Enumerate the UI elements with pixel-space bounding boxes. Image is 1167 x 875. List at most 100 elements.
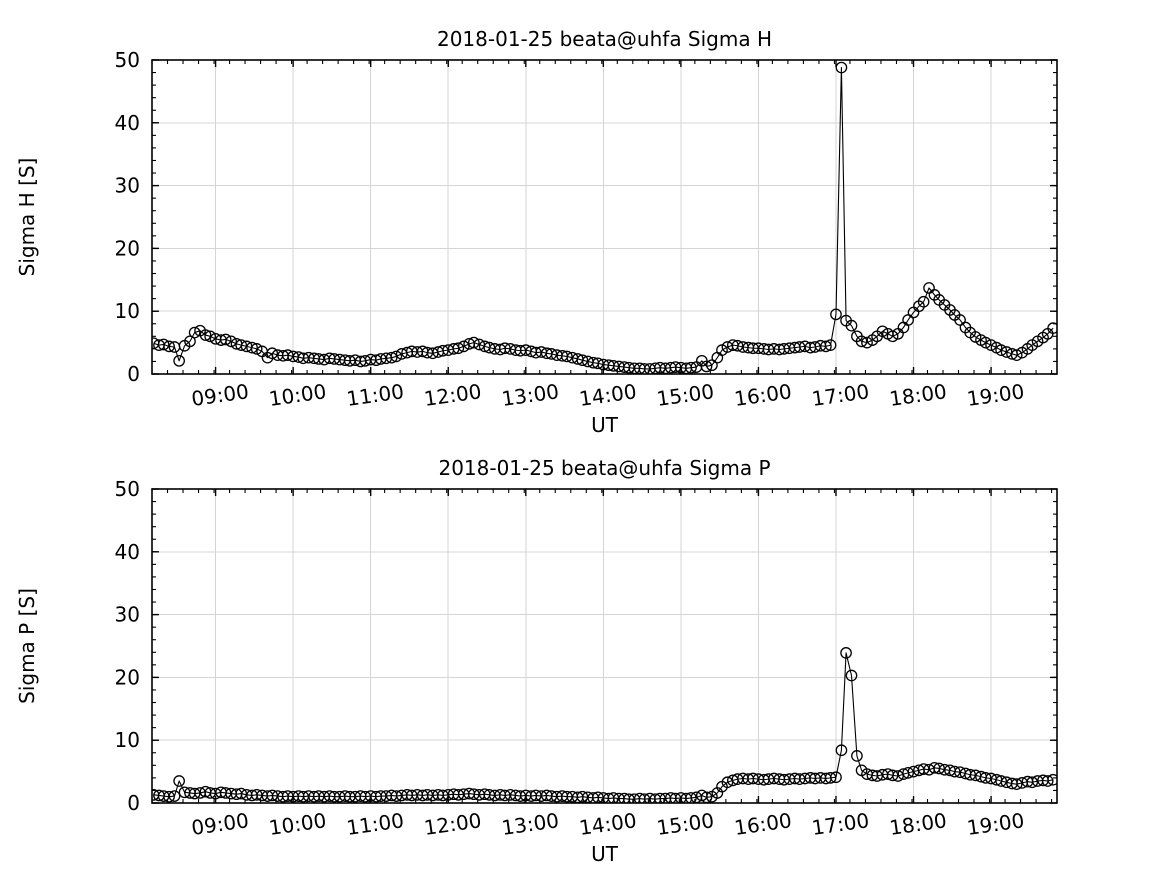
- x-tick-label: 13:00: [500, 808, 560, 840]
- data-point-marker[interactable]: [995, 775, 1008, 787]
- data-point-marker[interactable]: [188, 787, 201, 800]
- data-series-group: [152, 61, 1058, 374]
- data-point-marker[interactable]: [835, 61, 848, 74]
- x-tick-label: 11:00: [345, 379, 405, 411]
- data-point-marker[interactable]: [1041, 775, 1054, 787]
- data-point-marker[interactable]: [545, 348, 558, 360]
- x-tick-label: 12:00: [423, 808, 483, 840]
- data-point-marker[interactable]: [840, 647, 852, 659]
- data-point-marker[interactable]: [219, 333, 232, 346]
- x-tick-label: 10:00: [267, 808, 327, 840]
- x-tick-label: 09:00: [190, 808, 250, 840]
- y-tick-label: 0: [127, 362, 140, 386]
- data-point-marker[interactable]: [483, 341, 496, 354]
- data-point-marker[interactable]: [902, 314, 914, 326]
- x-axis-label: UT: [591, 413, 619, 437]
- data-point-marker[interactable]: [1047, 322, 1058, 335]
- data-point-marker[interactable]: [199, 329, 212, 341]
- x-tick-label: 15:00: [655, 379, 715, 411]
- y-tick-label: 40: [115, 540, 140, 564]
- data-point-marker[interactable]: [835, 744, 848, 757]
- data-point-marker[interactable]: [168, 790, 181, 802]
- data-point-marker[interactable]: [979, 772, 992, 784]
- data-point-marker[interactable]: [173, 775, 185, 787]
- data-point-marker[interactable]: [700, 360, 713, 373]
- data-point-marker[interactable]: [184, 335, 196, 348]
- data-point-marker[interactable]: [845, 669, 858, 682]
- data-point-marker[interactable]: [204, 330, 217, 343]
- data-point-marker[interactable]: [995, 344, 1008, 356]
- data-point-marker[interactable]: [824, 339, 837, 351]
- y-tick-label: 50: [115, 477, 140, 501]
- data-point-marker[interactable]: [188, 326, 201, 339]
- data-point-marker[interactable]: [933, 762, 945, 775]
- y-tick-label: 10: [115, 299, 140, 323]
- sigma-h-plot[interactable]: 2018-01-25 beata@uhfa Sigma H 0 10 20 30 40 50…: [0, 8, 1167, 438]
- x-tick-label: 17:00: [810, 808, 870, 840]
- data-point-marker[interactable]: [225, 335, 237, 348]
- data-point-marker[interactable]: [861, 336, 873, 349]
- data-point-marker[interactable]: [979, 336, 992, 349]
- x-tick-label: 18:00: [888, 379, 948, 411]
- x-tick-label: 09:00: [190, 379, 250, 411]
- data-point-marker[interactable]: [281, 349, 294, 362]
- x-tick-label: 13:00: [500, 379, 560, 411]
- data-point-marker[interactable]: [457, 340, 470, 353]
- data-point-marker[interactable]: [1026, 776, 1039, 789]
- data-point-marker[interactable]: [824, 772, 837, 784]
- y-tick-label: 40: [115, 111, 140, 135]
- data-point-marker[interactable]: [235, 339, 248, 351]
- data-point-marker[interactable]: [498, 342, 511, 355]
- data-point-marker[interactable]: [250, 343, 263, 355]
- data-point-marker[interactable]: [954, 314, 966, 326]
- data-point-marker[interactable]: [452, 342, 465, 355]
- data-point-marker[interactable]: [1010, 778, 1023, 791]
- axes-frame: [151, 488, 1058, 804]
- data-point-marker[interactable]: [266, 347, 279, 360]
- data-point-marker[interactable]: [157, 338, 170, 351]
- data-point-marker[interactable]: [851, 750, 863, 762]
- data-point-marker[interactable]: [1010, 349, 1023, 362]
- data-point-marker[interactable]: [246, 341, 258, 354]
- data-point-marker[interactable]: [830, 308, 842, 321]
- data-point-marker[interactable]: [985, 339, 997, 351]
- data-point-marker[interactable]: [876, 325, 889, 338]
- data-point-marker[interactable]: [173, 354, 185, 367]
- data-point-marker[interactable]: [390, 350, 403, 363]
- data-point-marker[interactable]: [576, 354, 589, 367]
- data-point-marker[interactable]: [1047, 773, 1058, 786]
- sigma-p-plot[interactable]: 2018-01-25 beata@uhfa Sigma P 0 10 20 30 40 50…: [0, 437, 1167, 867]
- data-point-marker[interactable]: [592, 357, 604, 370]
- data-point-marker[interactable]: [845, 319, 858, 332]
- data-point-marker[interactable]: [685, 792, 697, 803]
- data-point-marker[interactable]: [820, 340, 832, 353]
- y-tick-label: 0: [127, 791, 140, 815]
- data-point-marker[interactable]: [917, 295, 930, 308]
- data-point-marker[interactable]: [706, 359, 718, 372]
- x-tick-label: 19:00: [965, 808, 1025, 840]
- x-tick-label: 15:00: [655, 808, 715, 840]
- data-point-marker[interactable]: [163, 340, 175, 353]
- data-point-marker[interactable]: [886, 330, 899, 343]
- data-point-marker[interactable]: [436, 344, 449, 357]
- x-tick-label: 14:00: [578, 379, 638, 411]
- data-point-marker[interactable]: [731, 339, 744, 352]
- data-point-marker[interactable]: [830, 771, 842, 784]
- data-point-marker[interactable]: [948, 765, 961, 778]
- chart-title: 2018-01-25 beata@uhfa Sigma P: [438, 456, 770, 480]
- x-tick-label: 10:00: [267, 379, 327, 411]
- data-point-marker[interactable]: [235, 787, 248, 800]
- data-point-marker[interactable]: [467, 336, 480, 349]
- data-point-marker[interactable]: [902, 767, 914, 779]
- data-point-marker[interactable]: [385, 351, 398, 364]
- chart-title: 2018-01-25 beata@uhfa Sigma H: [437, 27, 772, 51]
- x-tick-label: 11:00: [345, 808, 405, 840]
- x-tick-label: 18:00: [888, 808, 948, 840]
- data-point-marker[interactable]: [163, 790, 175, 803]
- data-point-marker[interactable]: [964, 768, 976, 781]
- data-point-marker[interactable]: [685, 361, 697, 374]
- y-tick-label: 20: [115, 236, 140, 260]
- data-point-marker[interactable]: [561, 350, 573, 363]
- data-point-marker[interactable]: [871, 770, 883, 782]
